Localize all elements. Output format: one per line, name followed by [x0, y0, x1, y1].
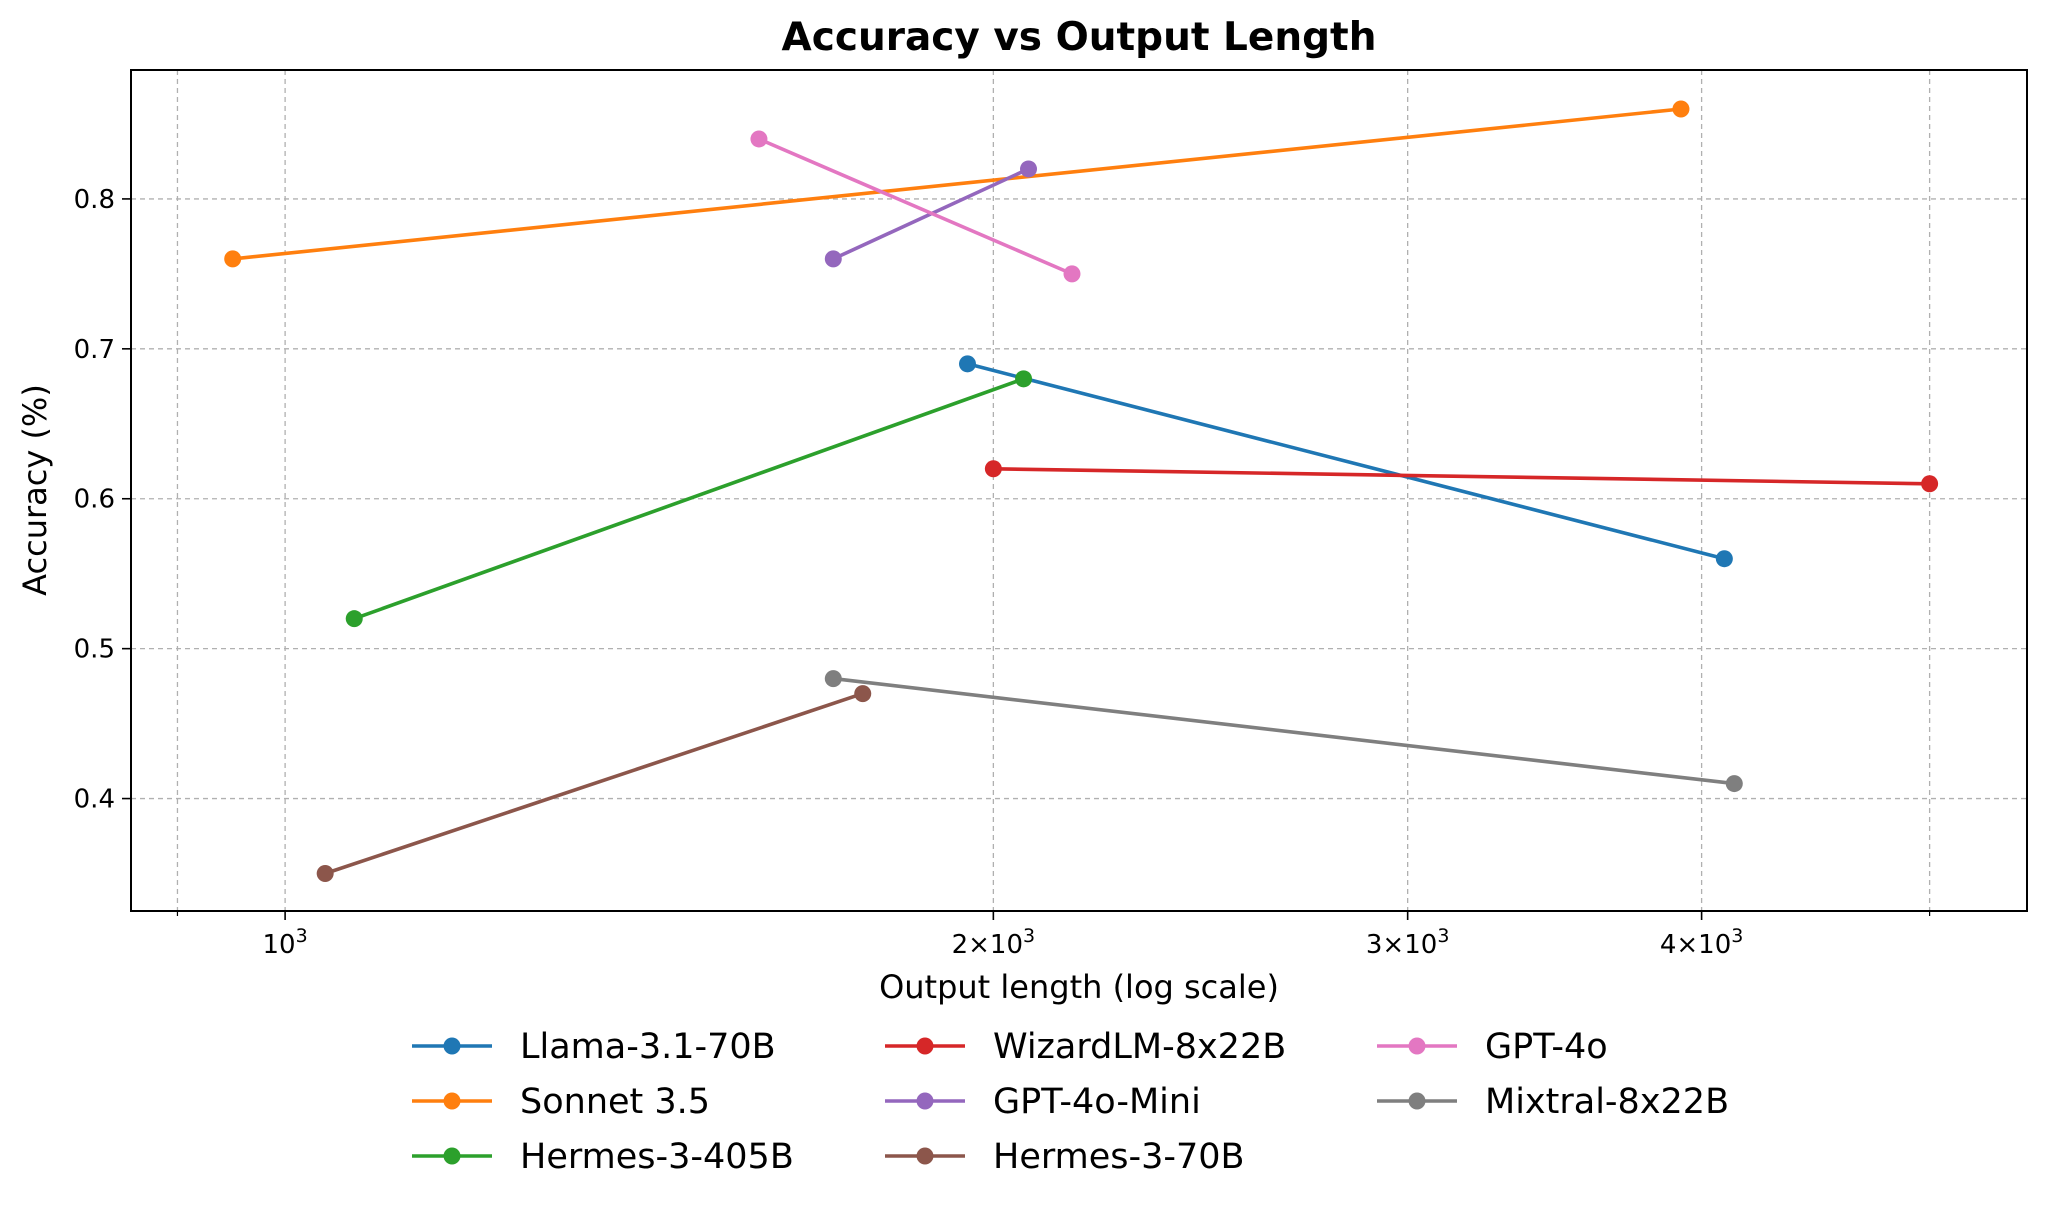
legend-label: Hermes-3-405B	[520, 1137, 794, 1177]
data-point	[224, 250, 242, 268]
data-point	[824, 250, 842, 268]
series-gpt-4o	[750, 130, 1081, 283]
series-sonnet-3-5	[224, 100, 1690, 268]
y-axis: 0.4 0.5 0.6 0.7 0.8	[74, 185, 131, 815]
grid	[131, 70, 2027, 911]
data-point	[750, 130, 768, 148]
legend-label: Llama-3.1-70B	[520, 1027, 776, 1067]
data-point	[1725, 775, 1743, 793]
data-point	[1672, 100, 1690, 118]
legend-marker	[443, 1147, 461, 1165]
x-tick-label: 103	[263, 925, 308, 960]
legend-marker	[443, 1092, 461, 1110]
data-point	[1715, 550, 1733, 568]
legend-marker	[1408, 1037, 1426, 1055]
y-tick-label: 0.7	[74, 335, 115, 365]
legend-label: Sonnet 3.5	[520, 1082, 710, 1122]
y-tick-label: 0.6	[74, 485, 115, 515]
x-tick-label: 2×103	[952, 925, 1036, 960]
legend-label: GPT-4o-Mini	[993, 1082, 1201, 1122]
data-point	[854, 685, 872, 703]
legend-marker	[1408, 1092, 1426, 1110]
legend-label: Hermes-3-70B	[993, 1137, 1245, 1177]
legend-marker	[916, 1147, 934, 1165]
x-axis: 103 2×103 3×103 4×103	[176, 911, 1931, 960]
legend-item: WizardLM-8x22B	[885, 1027, 1286, 1067]
legend-marker	[916, 1037, 934, 1055]
data-point	[345, 610, 363, 628]
x-tick-label: 4×103	[1660, 925, 1744, 960]
series-line	[352, 376, 1026, 621]
x-axis-label: Output length (log scale)	[879, 968, 1279, 1006]
legend-label: WizardLM-8x22B	[993, 1027, 1286, 1067]
y-tick-label: 0.4	[74, 785, 115, 815]
x-tick-label: 3×103	[1366, 925, 1450, 960]
legend-marker	[916, 1092, 934, 1110]
legend-item: Sonnet 3.5	[412, 1082, 710, 1122]
series-line	[965, 361, 1727, 561]
data-point	[958, 355, 976, 373]
series-hermes-3-70b	[316, 685, 872, 883]
series-line	[323, 691, 865, 876]
series-hermes-3-405b	[345, 370, 1033, 628]
legend-item: Hermes-3-405B	[412, 1137, 794, 1177]
data-point	[1063, 265, 1081, 283]
legend-item: GPT-4o-Mini	[885, 1082, 1201, 1122]
series-line	[757, 137, 1074, 276]
legend: Llama-3.1-70B Sonnet 3.5 Hermes-3-405B Wiza…	[412, 1027, 1729, 1177]
legend-item: Mixtral-8x22B	[1377, 1082, 1729, 1122]
data-point	[984, 460, 1002, 478]
data-point	[1015, 370, 1033, 388]
legend-item: Hermes-3-70B	[885, 1137, 1245, 1177]
y-axis-label: Accuracy (%)	[16, 384, 54, 596]
legend-item: Llama-3.1-70B	[412, 1027, 776, 1067]
legend-label: GPT-4o	[1485, 1027, 1608, 1067]
series-layer	[224, 100, 1939, 883]
series-line	[831, 676, 1737, 786]
legend-item: GPT-4o	[1377, 1027, 1608, 1067]
data-point	[824, 670, 842, 688]
legend-label: Mixtral-8x22B	[1485, 1082, 1729, 1122]
plot-frame	[130, 69, 2028, 912]
series-line	[991, 466, 1932, 486]
series-llama-3-1-70b	[958, 355, 1733, 568]
series-wizardlm-8x22b	[984, 460, 1939, 493]
data-point	[1020, 160, 1038, 178]
legend-marker	[443, 1037, 461, 1055]
series-mixtral-8x22b	[824, 670, 1743, 793]
chart-title: Accuracy vs Output Length	[782, 15, 1377, 60]
data-point	[1921, 475, 1939, 493]
y-tick-label: 0.8	[74, 185, 115, 215]
data-point	[316, 865, 334, 883]
y-tick-label: 0.5	[74, 635, 115, 665]
series-line	[230, 107, 1683, 261]
